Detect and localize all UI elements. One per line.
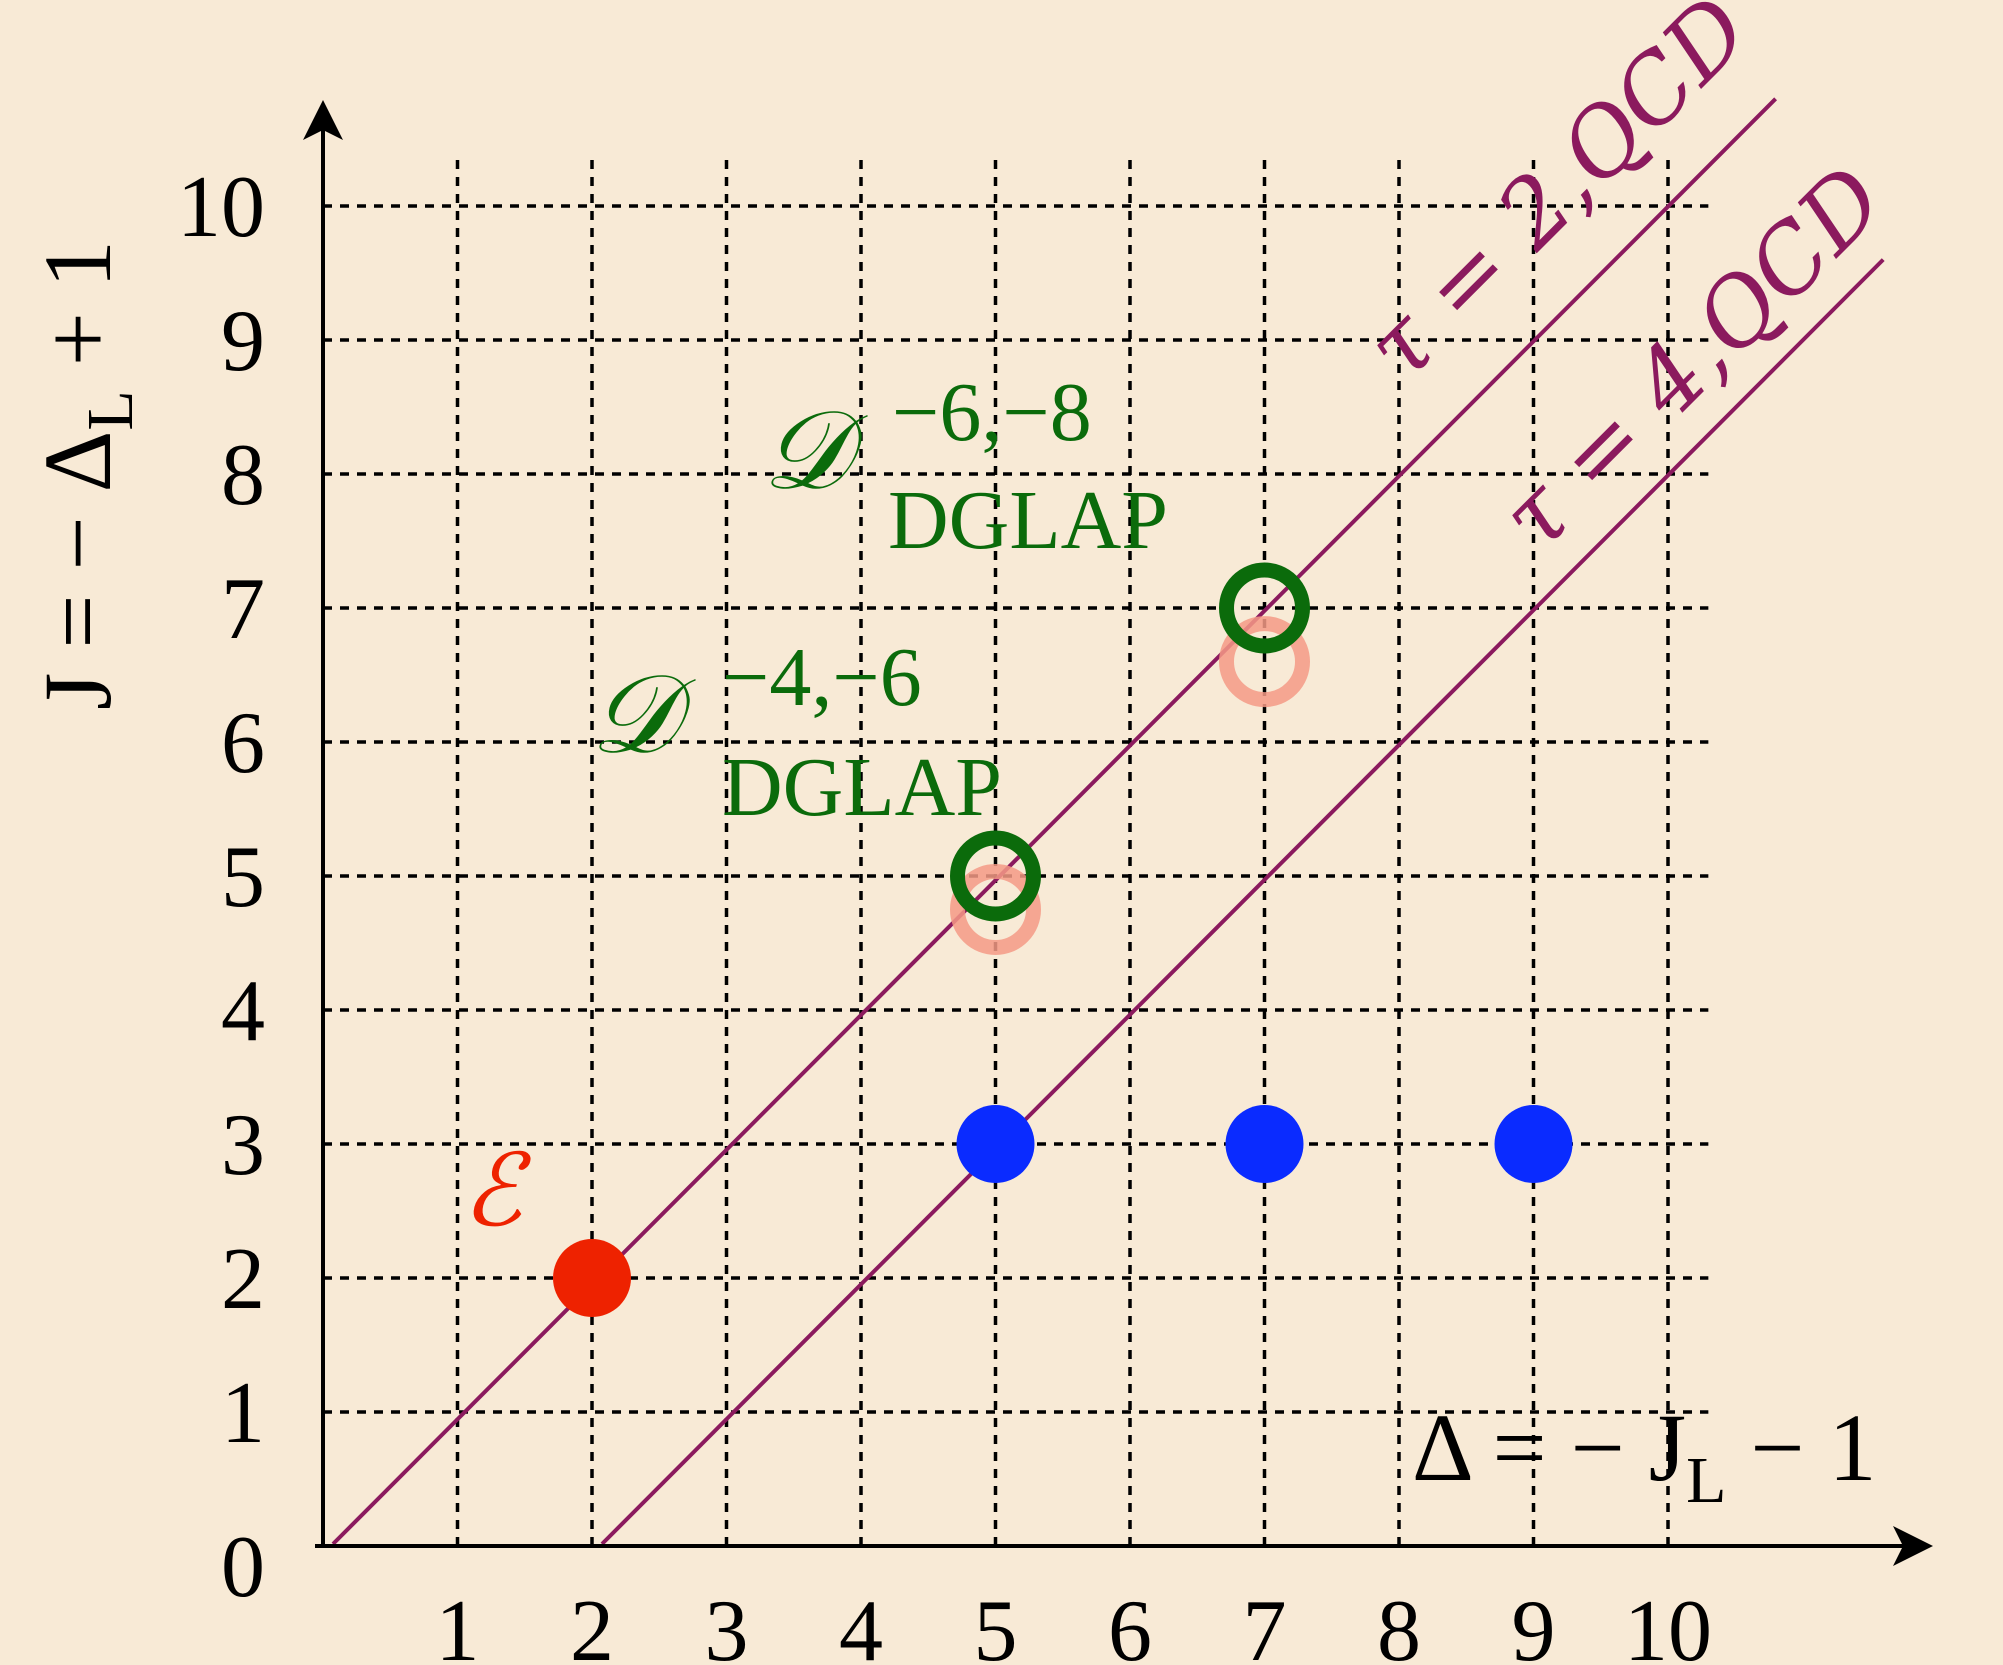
annotation-d46-sup: −4,−6 — [722, 631, 922, 724]
annotation-d46-sub: DGLAP — [722, 741, 1002, 834]
x-tick-label-3: 3 — [705, 1583, 749, 1665]
diag-line-1 — [331, 97, 1778, 1546]
point-filled-0-0 — [956, 1105, 1035, 1183]
x-tick-labels: 1 2 3 4 5 6 7 8 9 10 — [436, 1583, 1713, 1665]
y-axis-title: J = − ΔL + 1 — [24, 240, 147, 710]
point-filled-0-1 — [1225, 1105, 1304, 1183]
annotation-d46: 𝒟 −4,−6 DGLAP — [590, 631, 1002, 834]
y-tick-label-9: 9 — [221, 293, 265, 390]
y-tick-label-2: 2 — [221, 1231, 265, 1328]
x-tick-label-1: 1 — [436, 1583, 480, 1665]
diag-line-2 — [600, 258, 1885, 1546]
y-tick-label-4: 4 — [221, 963, 265, 1060]
x-axis-title: Δ = − JL − 1 — [1412, 1394, 1877, 1517]
annotation-d68: 𝒟 −6,−8 DGLAP — [762, 366, 1168, 567]
points-layer-ring-green — [950, 562, 1310, 922]
point-ring-3-0 — [950, 864, 1041, 955]
annotation-d68-sup: −6,−8 — [892, 366, 1092, 459]
annotation-d46-base: 𝒟 — [590, 650, 696, 778]
x-tick-label-7: 7 — [1243, 1583, 1287, 1665]
x-tick-label-6: 6 — [1108, 1583, 1152, 1665]
x-tick-label-8: 8 — [1377, 1583, 1421, 1665]
point-ring-2-0 — [950, 830, 1041, 922]
y-tick-label-3: 3 — [221, 1097, 265, 1194]
point-filled-1-0 — [553, 1239, 631, 1317]
annotation-e: ℰ — [462, 1132, 532, 1249]
x-tick-label-5: 5 — [974, 1583, 1018, 1665]
x-tick-label-9: 9 — [1512, 1583, 1556, 1665]
annotation-d68-base: 𝒟 — [762, 386, 868, 514]
y-tick-label-5: 5 — [221, 829, 265, 926]
y-tick-label-6: 6 — [221, 695, 265, 792]
point-ring-2-1 — [1219, 562, 1310, 654]
x-tick-label-4: 4 — [839, 1583, 883, 1665]
y-tick-label-10: 10 — [177, 159, 265, 256]
points-layer-ring-pink — [950, 616, 1310, 955]
diagonal-lines — [331, 97, 1885, 1546]
y-tick-labels: 0 1 2 3 4 5 6 7 8 9 10 — [177, 159, 265, 1616]
y-tick-label-0: 0 — [221, 1519, 265, 1616]
y-tick-label-8: 8 — [221, 427, 265, 524]
points — [553, 562, 1573, 1317]
x-tick-label-2: 2 — [570, 1583, 614, 1665]
grid — [323, 152, 1709, 1546]
annotation-d68-sub: DGLAP — [888, 474, 1168, 567]
x-tick-label-10: 10 — [1624, 1583, 1712, 1665]
point-filled-0-2 — [1494, 1105, 1573, 1183]
point-ring-3-1 — [1219, 616, 1310, 708]
points-layer-filled — [553, 1105, 1573, 1317]
y-tick-label-7: 7 — [221, 561, 265, 658]
y-tick-label-1: 1 — [221, 1365, 265, 1462]
